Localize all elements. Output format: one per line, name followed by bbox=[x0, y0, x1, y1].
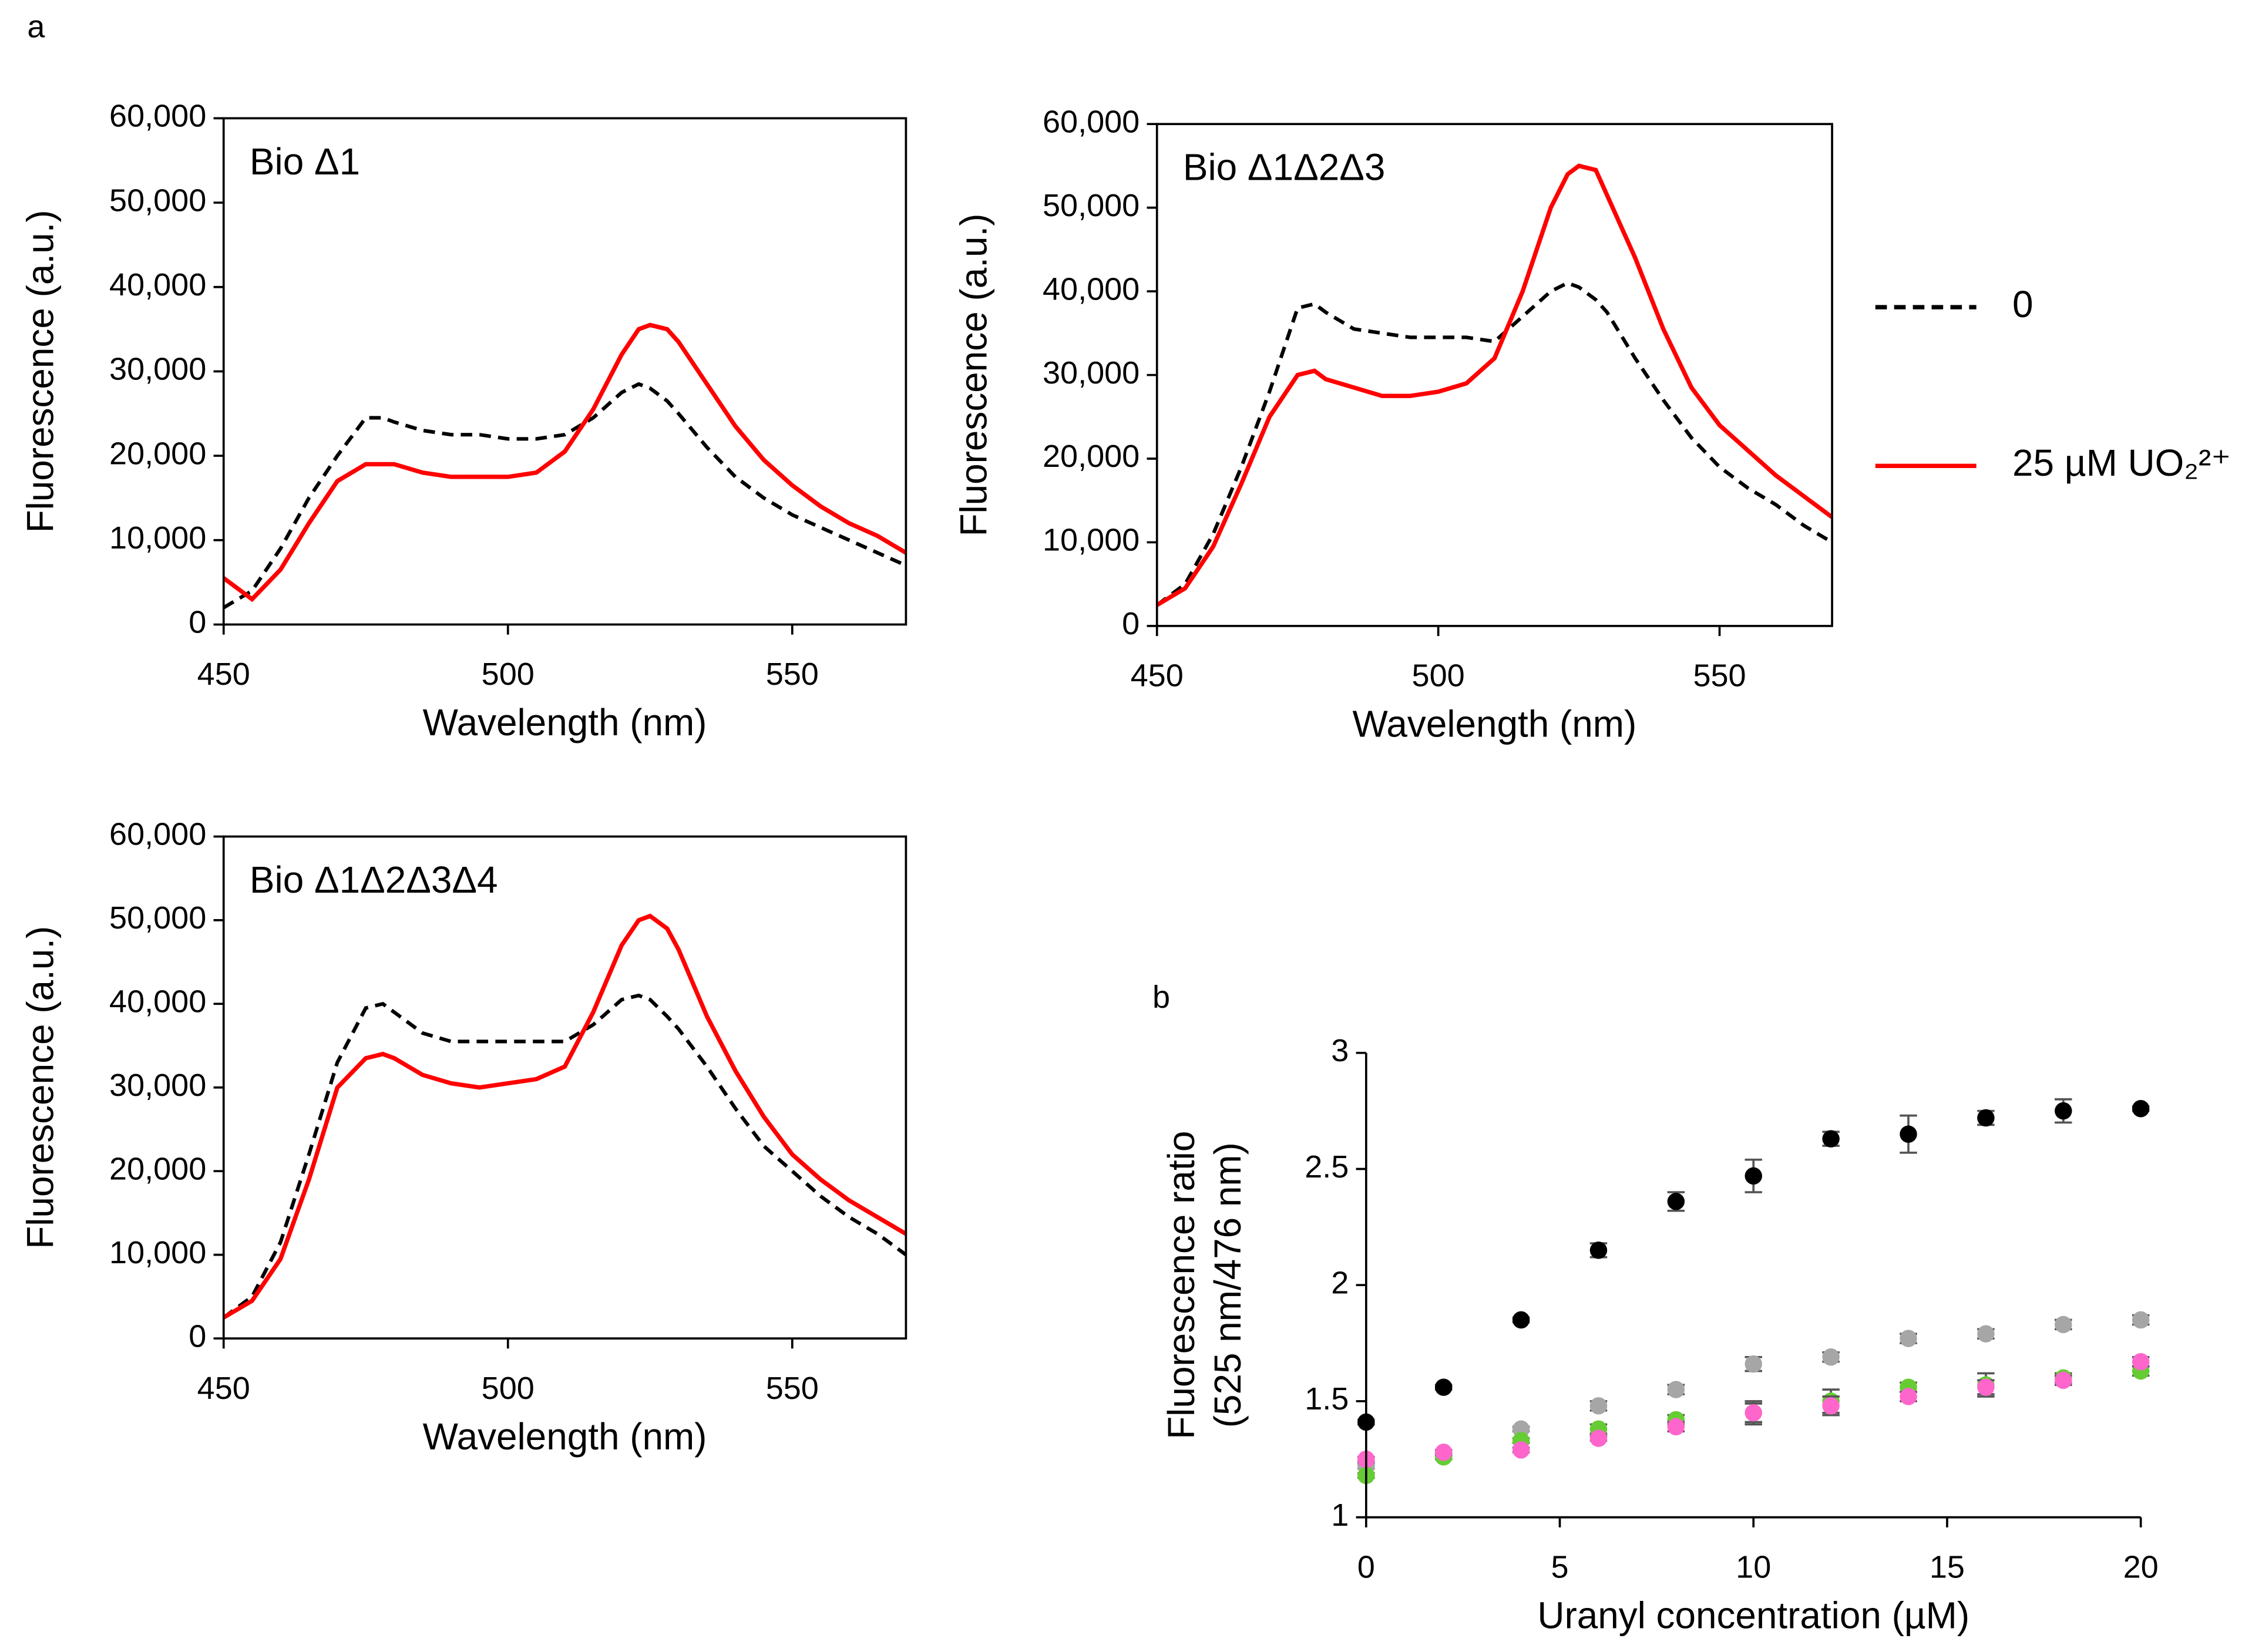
point bbox=[1822, 1397, 1840, 1415]
y-tick-label: 1 bbox=[1331, 1498, 1349, 1533]
x-tick-label: 5 bbox=[1551, 1549, 1568, 1584]
point bbox=[1977, 1378, 1995, 1396]
legend-label: 25 µM UO₂²⁺ bbox=[2012, 442, 2231, 484]
x-tick-label: 20 bbox=[2123, 1549, 2159, 1584]
y-tick-label: 10,000 bbox=[1043, 523, 1140, 558]
point bbox=[2055, 1102, 2072, 1120]
y-tick-label: 50,000 bbox=[109, 900, 206, 936]
panel-label: b bbox=[1152, 980, 1170, 1015]
y-tick-label: 40,000 bbox=[109, 984, 206, 1020]
point bbox=[1667, 1418, 1685, 1436]
y-tick-label: 40,000 bbox=[1043, 271, 1140, 307]
point bbox=[2132, 1311, 2150, 1329]
y-axis-label: (525 nm/476 nm) bbox=[1206, 1142, 1249, 1428]
y-tick-label: 30,000 bbox=[1043, 355, 1140, 391]
x-axis-label: Uranyl concentration (µM) bbox=[1537, 1594, 1969, 1636]
point bbox=[1667, 1381, 1685, 1398]
point bbox=[1434, 1444, 1453, 1461]
point bbox=[1745, 1355, 1762, 1373]
panel-annotation: Bio Δ1Δ2Δ3 bbox=[1183, 146, 1385, 189]
line-series bbox=[1155, 163, 1834, 607]
x-axis-label: Wavelength (nm) bbox=[423, 701, 707, 743]
point bbox=[1900, 1388, 1917, 1405]
y-axis-label: Fluorescence ratio bbox=[1160, 1131, 1202, 1439]
point bbox=[1977, 1325, 1995, 1343]
axes bbox=[1364, 1052, 2141, 1519]
y-tick-label: 30,000 bbox=[109, 352, 206, 387]
y-tick-label: 60,000 bbox=[109, 99, 206, 134]
point bbox=[1589, 1397, 1608, 1415]
y-tick-label: 20,000 bbox=[109, 436, 206, 471]
y-tick-label: 2 bbox=[1331, 1265, 1349, 1300]
point bbox=[2132, 1352, 2150, 1371]
point bbox=[2055, 1315, 2072, 1334]
point bbox=[1589, 1241, 1608, 1259]
line-series bbox=[222, 913, 908, 1320]
x-tick-label: 15 bbox=[1930, 1549, 1965, 1584]
x-tick-label: 550 bbox=[766, 1371, 819, 1406]
y-tick-label: 10,000 bbox=[109, 520, 206, 556]
plot-frame bbox=[1155, 123, 1833, 627]
panel-annotation: Bio Δ1Δ2Δ3Δ4 bbox=[250, 859, 498, 901]
panel-annotation: Bio Δ1 bbox=[250, 140, 360, 183]
point bbox=[1900, 1330, 1917, 1347]
point bbox=[1434, 1378, 1453, 1396]
panel-label: a bbox=[27, 9, 45, 44]
point bbox=[1512, 1311, 1530, 1329]
y-axis-label: Fluorescence (a.u.) bbox=[19, 926, 62, 1249]
y-tick-label: 50,000 bbox=[1043, 188, 1140, 223]
y-axis-label: Fluorescence (a.u.) bbox=[19, 210, 62, 533]
y-axis-label: Fluorescence (a.u.) bbox=[953, 214, 995, 537]
y-tick-label: 50,000 bbox=[109, 183, 206, 218]
y-tick-label: 20,000 bbox=[109, 1151, 206, 1186]
point bbox=[1667, 1193, 1685, 1210]
y-tick-label: 0 bbox=[189, 605, 206, 640]
point bbox=[1512, 1441, 1530, 1459]
x-tick-label: 10 bbox=[1736, 1549, 1771, 1584]
point bbox=[1589, 1429, 1608, 1447]
plot-frame bbox=[222, 835, 908, 1340]
line-series bbox=[1155, 281, 1833, 607]
x-tick-label: 550 bbox=[1693, 658, 1746, 694]
point bbox=[1822, 1348, 1840, 1366]
y-tick-label: 1.5 bbox=[1305, 1381, 1349, 1417]
point bbox=[2132, 1099, 2150, 1118]
y-tick-label: 20,000 bbox=[1043, 439, 1140, 474]
line-series bbox=[222, 322, 908, 603]
plot-frame bbox=[222, 117, 908, 626]
point bbox=[1745, 1167, 1762, 1185]
line-series bbox=[222, 993, 908, 1319]
line-series bbox=[223, 382, 907, 610]
y-tick-label: 0 bbox=[1122, 606, 1140, 641]
y-tick-label: 30,000 bbox=[109, 1068, 206, 1103]
x-axis-label: Wavelength (nm) bbox=[423, 1415, 707, 1458]
y-tick-label: 0 bbox=[189, 1318, 206, 1354]
x-tick-label: 450 bbox=[197, 1371, 250, 1406]
x-tick-label: 0 bbox=[1357, 1549, 1375, 1584]
point bbox=[1900, 1125, 1917, 1143]
x-tick-label: 450 bbox=[197, 657, 250, 692]
y-tick-label: 40,000 bbox=[109, 267, 206, 302]
x-tick-label: 500 bbox=[1412, 658, 1465, 694]
x-tick-label: 500 bbox=[482, 1371, 535, 1406]
point bbox=[1745, 1404, 1762, 1422]
x-tick-label: 500 bbox=[482, 657, 535, 692]
point bbox=[1822, 1130, 1840, 1148]
y-tick-label: 2.5 bbox=[1305, 1149, 1349, 1185]
x-tick-label: 450 bbox=[1131, 658, 1184, 694]
x-tick-label: 550 bbox=[766, 657, 819, 692]
point bbox=[1977, 1109, 1995, 1127]
x-axis-label: Wavelength (nm) bbox=[1353, 703, 1637, 745]
y-tick-label: 3 bbox=[1331, 1033, 1349, 1068]
legend-label: 0 bbox=[2012, 283, 2034, 325]
y-tick-label: 10,000 bbox=[109, 1235, 206, 1270]
y-tick-label: 60,000 bbox=[109, 817, 206, 852]
y-tick-label: 60,000 bbox=[1043, 104, 1140, 139]
point bbox=[2055, 1371, 2072, 1389]
